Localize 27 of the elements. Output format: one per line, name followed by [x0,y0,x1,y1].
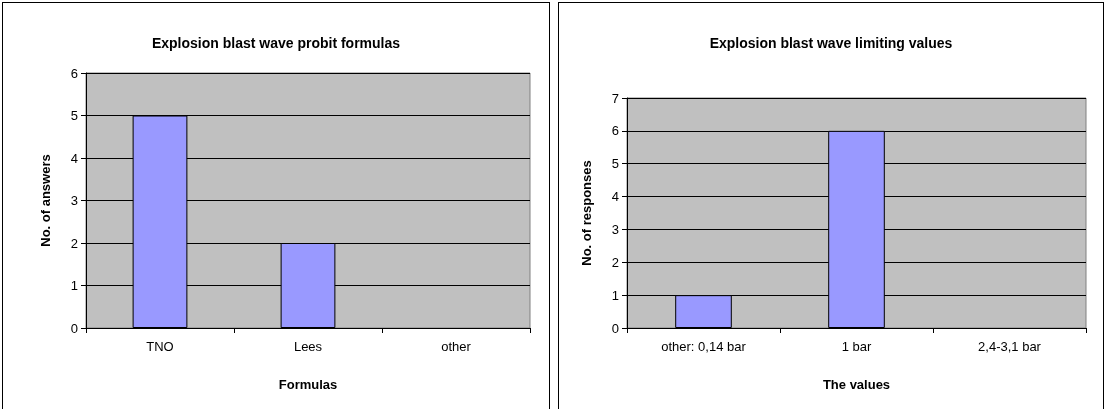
y-tick-label: 5 [611,156,619,172]
y-tick-label: 6 [611,123,619,139]
y-tick-label: 2 [70,235,78,251]
y-tick-label: 7 [611,90,619,106]
x-tick-label: Lees [293,339,323,354]
y-tick-label: 3 [611,221,619,237]
y-tick-label: 0 [611,320,619,336]
x-tick-label: other [441,339,472,354]
y-tick-label: 1 [611,287,619,303]
y-tick-label: 1 [70,278,78,293]
y-tick-label: 4 [70,150,78,166]
y-axis-title: No. of answers [38,154,53,247]
y-axis-title: No. of responses [579,160,594,266]
x-axis-title: Formulas [278,377,338,392]
y-tick-label: 4 [611,189,619,205]
y-tick-label: 5 [70,108,78,123]
x-tick-label: TNO [146,339,174,354]
chart-title: Explosion blast wave probit formulas [151,35,401,51]
y-tick-label: 0 [70,320,78,336]
x-tick-label: other: 0,14 bar [661,339,747,354]
x-tick-label: 1 bar [841,339,872,354]
x-tick-label: 2,4-3,1 bar [978,339,1042,354]
y-tick-label: 2 [611,254,619,270]
y-tick-label: 6 [70,65,78,81]
x-axis-title: The values [822,377,891,392]
chart-title: Explosion blast wave limiting values [709,35,953,51]
y-tick-label: 3 [70,193,78,208]
